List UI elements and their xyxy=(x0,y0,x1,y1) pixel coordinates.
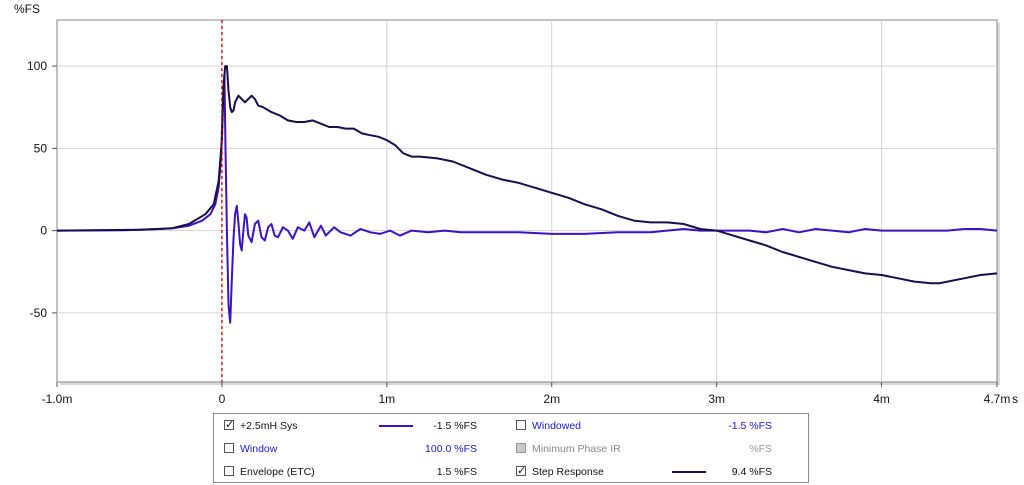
sys-series-line xyxy=(56,73,998,324)
x-tick-label: 2m xyxy=(543,392,560,406)
y-axis-label: %FS xyxy=(14,2,40,16)
x-tick-label: 4m xyxy=(873,392,890,406)
show-envelope-checkbox[interactable] xyxy=(224,466,234,476)
legend-label: Step Response xyxy=(532,466,604,478)
legend-label: Envelope (ETC) xyxy=(240,466,315,478)
x-tick-label: 0 xyxy=(219,392,226,406)
x-tick-label: 4.7m xyxy=(984,392,1011,406)
legend-item-envelope[interactable]: Envelope (ETC) 1.5 %FS xyxy=(222,464,502,480)
legend-value: -1.5 %FS xyxy=(433,420,477,432)
x-tick-label: 3m xyxy=(708,392,725,406)
legend-label: +2.5mH Sys xyxy=(240,420,298,432)
legend-label: Window xyxy=(240,443,278,455)
x-tick-label: -1.0m xyxy=(42,392,73,406)
legend-value: 9.4 %FS xyxy=(731,466,772,478)
legend-item-step-response[interactable]: Step Response 9.4 %FS xyxy=(514,463,804,480)
show-sys-checkbox[interactable] xyxy=(224,417,234,433)
series-swatch xyxy=(379,425,413,427)
legend-item-sys[interactable]: +2.5mH Sys -1.5 %FS xyxy=(222,417,502,434)
legend-value: 1.5 %FS xyxy=(436,466,477,478)
legend-item-windowed[interactable]: Windowed -1.5 %FS xyxy=(514,418,804,434)
legend-item-min-phase: Minimum Phase IR %FS xyxy=(514,441,804,457)
legend-item-window[interactable]: Window 100.0 %FS xyxy=(222,441,502,457)
show-window-checkbox[interactable] xyxy=(224,443,234,453)
y-tick-label: 100 xyxy=(27,59,47,73)
x-tick-label: 1m xyxy=(378,392,395,406)
legend-label: Windowed xyxy=(532,420,582,432)
show-windowed-checkbox[interactable] xyxy=(516,420,526,430)
legend-value: 100.0 %FS xyxy=(425,443,477,455)
step-response-series-line xyxy=(56,65,998,285)
legend-value: %FS xyxy=(749,443,772,455)
legend-label: Minimum Phase IR xyxy=(532,443,621,455)
y-tick-label: 0 xyxy=(40,224,47,238)
y-tick-label: 50 xyxy=(34,141,48,155)
legend-panel: +2.5mH Sys -1.5 %FS Window 100.0 %FS Env… xyxy=(213,413,809,483)
series-swatch xyxy=(672,471,706,473)
legend-value: -1.5 %FS xyxy=(728,420,772,432)
x-axis-unit-label: s xyxy=(1012,392,1018,406)
y-tick-label: -50 xyxy=(30,306,48,320)
step-response-chart: 100 50 0 -50 -1.0m 0 1m 2m 3m 4m 4.7m s %FS xyxy=(14,2,1018,406)
show-min-phase-checkbox xyxy=(516,443,526,453)
plot-area xyxy=(56,19,998,383)
show-step-response-checkbox[interactable] xyxy=(516,463,526,479)
